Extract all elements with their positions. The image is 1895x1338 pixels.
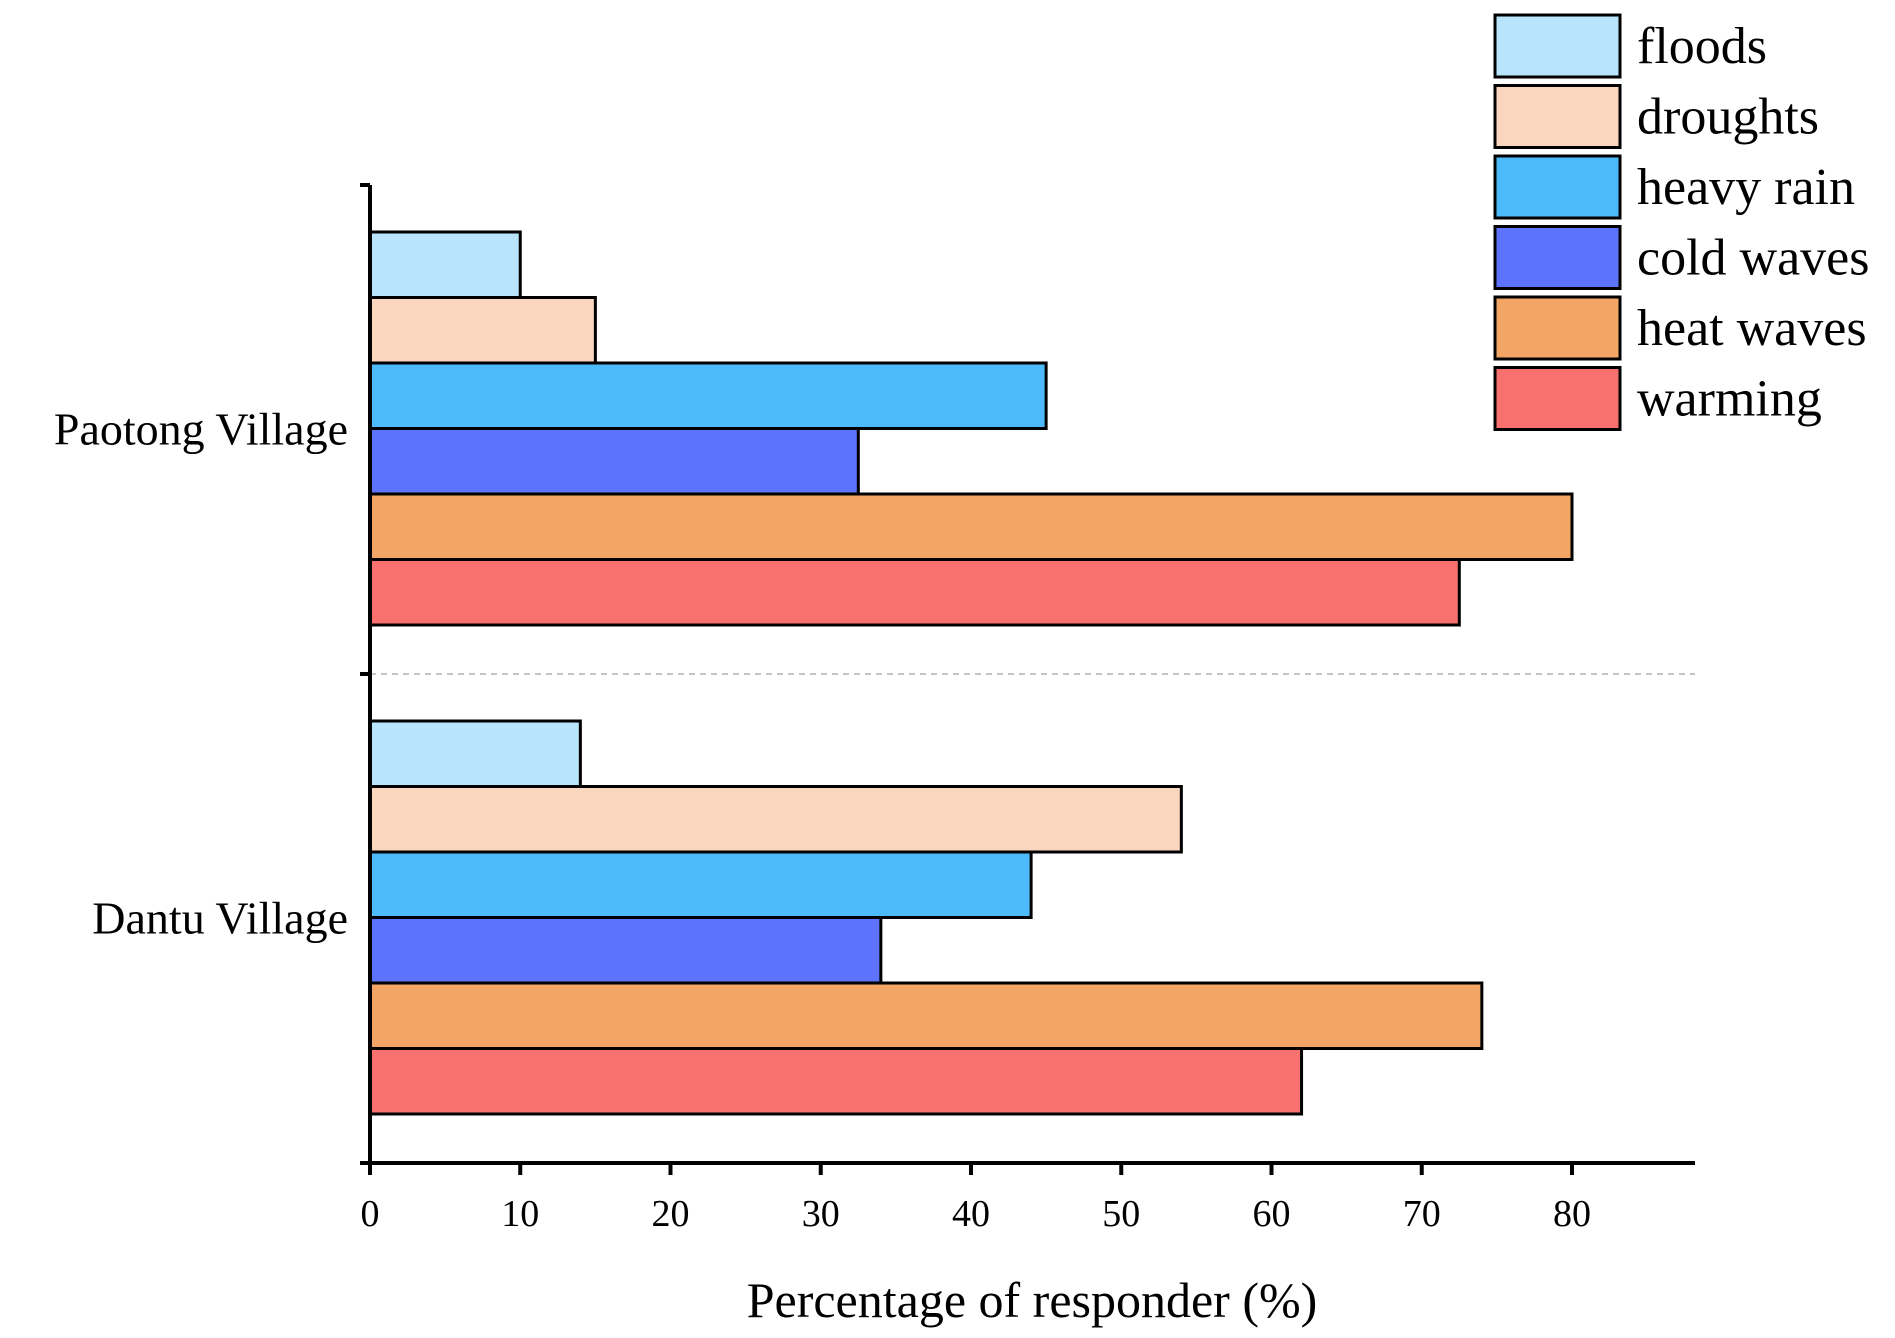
- legend-swatch-floods: [1493, 13, 1622, 79]
- x-tick-label-60: 60: [1253, 1193, 1291, 1235]
- legend-swatch-heavy-rain: [1493, 154, 1622, 220]
- x-tick-label-40: 40: [952, 1193, 990, 1235]
- bars-layer: [368, 230, 1574, 1116]
- bar-paotong-village-heat-waves: [368, 492, 1574, 561]
- bar-dantu-village-warming: [368, 1047, 1304, 1116]
- bar-paotong-village-floods: [368, 230, 522, 299]
- y-tick-label-paotong-village: Paotong Village: [54, 404, 348, 455]
- legend-swatch-warming: [1493, 366, 1622, 431]
- legend-swatch-heat-waves: [1493, 295, 1622, 361]
- bar-dantu-village-heavy-rain: [368, 850, 1033, 919]
- legend-label-warming: warming: [1637, 371, 1822, 428]
- x-axis-title: Percentage of responder (%): [747, 1272, 1318, 1328]
- legend: floods droughts heavy rain cold waves heat w…: [1493, 13, 1869, 431]
- x-tick-label-50: 50: [1102, 1193, 1140, 1235]
- bar-dantu-village-cold-waves: [368, 916, 883, 985]
- legend-label-heat-waves: heat waves: [1637, 300, 1867, 357]
- bar-paotong-village-heavy-rain: [368, 361, 1048, 430]
- bar-dantu-village-floods: [368, 719, 582, 788]
- x-tick-label-30: 30: [802, 1193, 840, 1235]
- bar-paotong-village-cold-waves: [368, 427, 860, 496]
- legend-label-droughts: droughts: [1637, 89, 1819, 146]
- x-tick-label-70: 70: [1403, 1193, 1441, 1235]
- legend-label-heavy-rain: heavy rain: [1637, 159, 1855, 216]
- axes-layer: Paotong Village Dantu Village 0 10 20 30 40 50 6…: [54, 183, 1695, 1235]
- bar-dantu-village-droughts: [368, 785, 1183, 854]
- x-tick-label-20: 20: [652, 1193, 690, 1235]
- bar-paotong-village-droughts: [368, 296, 597, 365]
- legend-label-cold-waves: cold waves: [1637, 230, 1869, 287]
- x-tick-label-10: 10: [501, 1193, 539, 1235]
- x-tick-label-80: 80: [1553, 1193, 1591, 1235]
- legend-swatch-droughts: [1493, 84, 1622, 149]
- legend-label-floods: floods: [1637, 18, 1767, 75]
- x-tick-label-0: 0: [361, 1193, 380, 1235]
- bar-dantu-village-heat-waves: [368, 981, 1484, 1050]
- y-tick-label-dantu-village: Dantu Village: [92, 893, 348, 944]
- legend-swatch-cold-waves: [1493, 225, 1622, 290]
- bar-paotong-village-warming: [368, 558, 1461, 627]
